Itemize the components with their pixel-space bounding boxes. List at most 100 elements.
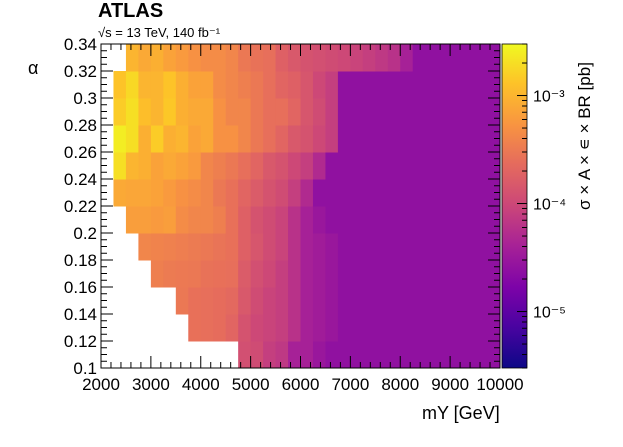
heatmap-cell [300, 71, 314, 99]
heatmap-cell [312, 125, 326, 153]
heatmap-cell-background [337, 98, 501, 126]
heatmap-cell [263, 206, 277, 234]
heatmap-cell [175, 125, 189, 153]
heatmap-cell [113, 179, 127, 207]
experiment-label: ATLAS [98, 0, 164, 22]
heatmap-cell [325, 314, 339, 342]
heatmap-cell [250, 152, 264, 180]
heatmap-cell [200, 314, 214, 342]
heatmap-cells [113, 44, 501, 369]
heatmap-cell [113, 98, 127, 126]
heatmap-cell [300, 287, 314, 315]
heatmap-cell [125, 179, 139, 207]
heatmap-cell [300, 314, 314, 342]
heatmap-cell [312, 341, 326, 369]
x-tick-label: 8000 [381, 375, 419, 394]
heatmap-cell [163, 152, 177, 180]
x-tick-label: 10000 [476, 375, 523, 394]
heatmap-cell [375, 44, 389, 72]
heatmap-cell [188, 287, 202, 315]
heatmap-cell [300, 233, 314, 261]
x-tick-label: 3000 [132, 375, 170, 394]
heatmap-cell [188, 44, 202, 72]
heatmap-cell [263, 314, 277, 342]
heatmap-cell [275, 206, 289, 234]
heatmap-cell [200, 44, 214, 72]
heatmap-cell [163, 71, 177, 99]
heatmap-cell [125, 206, 139, 234]
heatmap-cell [188, 233, 202, 261]
heatmap-cell [312, 44, 326, 72]
heatmap-cell [163, 260, 177, 288]
heatmap-cell [362, 44, 376, 72]
heatmap-cell [288, 44, 301, 72]
heatmap-cell [225, 71, 239, 99]
heatmap-cell [325, 287, 339, 315]
heatmap-cell [263, 233, 277, 261]
heatmap-cell [288, 179, 301, 207]
heatmap-cell [288, 314, 301, 342]
colorbar-tick-label: 10⁻³ [533, 89, 565, 106]
heatmap-cell [288, 98, 301, 126]
heatmap-cell-background [325, 206, 501, 234]
heatmap-cell [200, 98, 214, 126]
colorbar-label: σ × A × ∊ × BR [pb] [575, 62, 594, 210]
heatmap-cell [188, 125, 202, 153]
heatmap-cell [213, 233, 227, 261]
heatmap-cell [288, 152, 301, 180]
heatmap-cell [225, 179, 239, 207]
heatmap-cell-background [337, 71, 501, 99]
heatmap-cell [300, 341, 314, 369]
x-tick-label: 6000 [282, 375, 320, 394]
heatmap-cell [150, 233, 164, 261]
colorbar-label-wrap: σ × A × ∊ × BR [pb] [575, 30, 595, 210]
heatmap-cell [163, 179, 177, 207]
heatmap-cell [175, 71, 189, 99]
heatmap-cell [312, 287, 326, 315]
heatmap-cell [125, 44, 139, 72]
heatmap-cell [213, 287, 227, 315]
heatmap-cell [250, 260, 264, 288]
heatmap-cell [213, 44, 227, 72]
heatmap-cell [225, 152, 239, 180]
y-tick-label: 0.16 [64, 278, 97, 297]
heatmap-cell [275, 152, 289, 180]
heatmap-cell [263, 179, 277, 207]
heatmap-cell [175, 233, 189, 261]
x-axis-ticks: 2000 3000 4000 5000 6000 7000 8000 9000 10000 [82, 44, 524, 394]
heatmap-cell [350, 44, 364, 72]
colorbar-gradient [501, 43, 528, 369]
heatmap-cell [238, 287, 252, 315]
heatmap-cell [250, 71, 264, 99]
y-axis-label: α [28, 58, 39, 78]
heatmap-cell [312, 71, 326, 99]
heatmap-cell [275, 98, 289, 126]
heatmap-cell [238, 125, 252, 153]
x-tick-label: 7000 [331, 375, 369, 394]
heatmap-cell [225, 233, 239, 261]
heatmap-cell [275, 125, 289, 153]
heatmap-cell [238, 206, 252, 234]
heatmap-cell [312, 314, 326, 342]
heatmap-cell [325, 98, 339, 126]
heatmap-cell [175, 152, 189, 180]
y-tick-label: 0.2 [73, 224, 97, 243]
heatmap-cell [288, 341, 301, 369]
heatmap-cell [400, 44, 414, 72]
heatmap-cell [213, 152, 227, 180]
heatmap-cell [138, 233, 152, 261]
heatmap-cell [337, 44, 351, 72]
heatmap-cell-background [337, 287, 501, 315]
heatmap-cell [138, 206, 152, 234]
x-tick-label: 9000 [431, 375, 469, 394]
heatmap-cell [263, 341, 277, 369]
heatmap-cell [250, 44, 264, 72]
heatmap-cell [125, 71, 139, 99]
heatmap-cell [200, 287, 214, 315]
heatmap-cell [225, 44, 239, 72]
heatmap-cell [138, 125, 152, 153]
heatmap-cell [238, 98, 252, 126]
heatmap-cell [175, 206, 189, 234]
heatmap-cell [263, 260, 277, 288]
heatmap-cell [188, 152, 202, 180]
